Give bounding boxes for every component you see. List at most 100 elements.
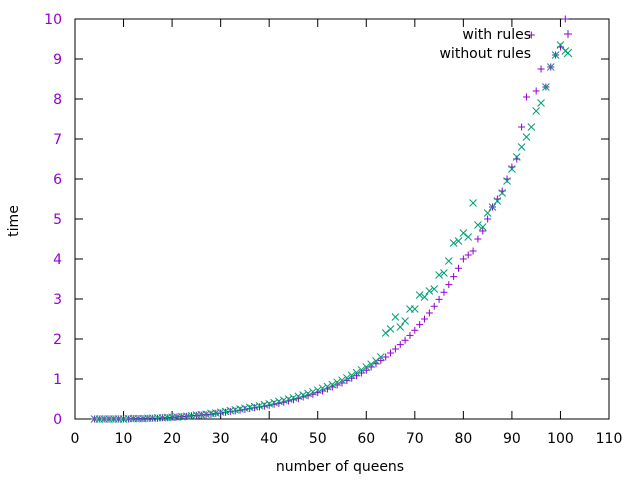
data-point [381, 329, 390, 337]
data-point [406, 331, 414, 339]
data-point [440, 269, 448, 277]
data-point [459, 229, 468, 237]
data-point [425, 309, 433, 317]
data-point [435, 271, 443, 279]
data-point [386, 325, 395, 333]
data-point [357, 369, 365, 377]
y-tick-label: 4 [53, 252, 62, 268]
data-point [464, 233, 473, 241]
data-point [401, 317, 409, 325]
data-point [435, 295, 443, 303]
data-point [440, 288, 448, 296]
x-tick-label: 80 [454, 431, 472, 447]
legend: with rules without rules [439, 27, 573, 62]
data-point [430, 302, 438, 310]
data-point [522, 133, 531, 141]
data-point [416, 321, 424, 329]
data-point [299, 391, 308, 399]
data-point [517, 143, 526, 151]
data-point [376, 353, 385, 361]
data-point [445, 281, 453, 289]
data-point [279, 396, 288, 405]
data-point [352, 368, 361, 377]
data-point [313, 386, 322, 395]
data-point [450, 273, 458, 281]
data-point [474, 235, 482, 243]
x-tick-label: 90 [503, 431, 521, 447]
data-point [353, 372, 361, 380]
y-tick-label: 9 [53, 52, 62, 68]
data-point [454, 237, 463, 245]
y-tick-label: 1 [53, 372, 62, 388]
data-point [498, 189, 507, 197]
data-point [391, 313, 400, 321]
data-point [328, 380, 337, 389]
data-point [367, 360, 375, 369]
data-point [377, 357, 385, 365]
data-point [551, 51, 560, 59]
data-point [294, 392, 303, 401]
data-point [318, 384, 327, 393]
data-point [479, 227, 487, 235]
y-axis-label: time [6, 205, 22, 237]
data-point [357, 365, 366, 374]
x-tick-label: 100 [547, 431, 574, 447]
y-tick-label: 8 [53, 92, 62, 108]
data-point [483, 209, 492, 217]
legend-marker [564, 30, 572, 38]
data-point [275, 397, 283, 406]
data-point [387, 349, 395, 357]
data-point [430, 285, 439, 293]
data-point [478, 223, 487, 231]
data-point [391, 345, 399, 353]
data-point [415, 291, 424, 299]
data-point [508, 165, 516, 173]
x-tick-label: 60 [357, 431, 375, 447]
data-point [221, 408, 229, 416]
x-tick-label: 10 [115, 431, 133, 447]
data-point [304, 389, 312, 398]
data-point [522, 93, 530, 101]
data-point [396, 341, 404, 349]
data-point [382, 353, 390, 361]
x-axis-ticks: 0 10 20 30 40 50 60 70 80 90 100 110 [71, 19, 623, 447]
y-axis-ticks: 0 1 2 3 4 5 6 7 8 9 10 [44, 12, 609, 428]
data-point [537, 65, 545, 73]
data-point [455, 264, 463, 272]
data-point [289, 393, 298, 402]
data-point [449, 239, 458, 247]
data-point [556, 41, 565, 49]
data-point [512, 153, 521, 161]
x-tick-label: 110 [596, 431, 623, 447]
data-point [270, 398, 278, 407]
legend-marker [563, 48, 573, 58]
data-point [420, 293, 429, 301]
data-point [425, 287, 434, 295]
data-point [410, 305, 419, 313]
data-point [459, 255, 467, 263]
data-point [503, 177, 511, 185]
data-point [323, 382, 332, 391]
data-point [484, 215, 492, 223]
data-point [284, 395, 293, 403]
data-point [561, 15, 569, 23]
data-point [474, 221, 482, 229]
data-point [372, 357, 380, 365]
data-point [362, 363, 371, 371]
data-point [532, 87, 540, 95]
data-point [309, 387, 317, 396]
data-point [527, 123, 536, 131]
data-point [527, 31, 535, 39]
legend-label: with rules [462, 27, 531, 43]
data-point [333, 378, 341, 387]
y-tick-label: 6 [53, 172, 62, 188]
x-tick-label: 50 [309, 431, 327, 447]
data-point [518, 123, 526, 131]
data-point [343, 373, 351, 382]
y-tick-label: 0 [53, 412, 62, 428]
y-tick-label: 2 [53, 332, 62, 348]
x-axis-label: number of queens [276, 459, 404, 475]
y-tick-label: 5 [53, 212, 62, 228]
data-point [401, 336, 409, 344]
data-point [396, 323, 405, 331]
